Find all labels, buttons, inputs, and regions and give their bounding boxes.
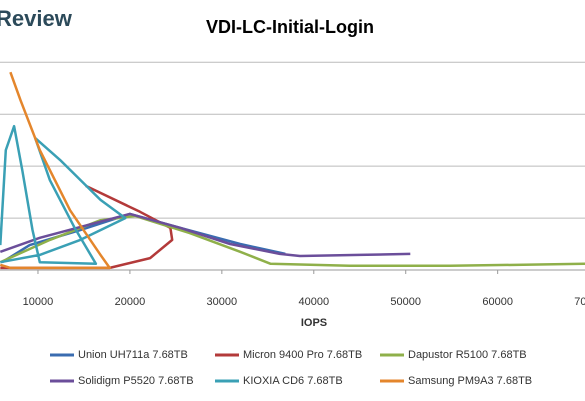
x-axis-label: IOPS — [301, 317, 327, 329]
legend-label: Union UH711a 7.68TB — [78, 349, 188, 361]
x-tick-label: 70000 — [574, 296, 585, 308]
series-line — [0, 71, 111, 270]
chart-title: VDI-LC-Initial-Login — [206, 17, 374, 37]
legend-label: KIOXIA CD6 7.68TB — [243, 375, 343, 387]
legend-label: Solidigm P5520 7.68TB — [78, 375, 194, 387]
x-tick-label: 40000 — [298, 296, 329, 308]
logo: Review — [0, 6, 73, 31]
x-tick-label: 60000 — [482, 296, 513, 308]
x-tick-label: 30000 — [207, 296, 238, 308]
series-line — [0, 214, 585, 268]
series-line — [0, 212, 411, 258]
legend-label: Micron 9400 Pro 7.68TB — [243, 349, 362, 361]
legend-label: Samsung PM9A3 7.68TB — [408, 375, 532, 387]
series-line — [0, 124, 127, 266]
legend-label: Dapustor R5100 7.68TB — [408, 349, 527, 361]
x-tick-label: 10000 — [23, 296, 54, 308]
series-line — [1, 212, 286, 264]
x-tick-label: 50000 — [390, 296, 421, 308]
x-tick-label: 20000 — [115, 296, 146, 308]
